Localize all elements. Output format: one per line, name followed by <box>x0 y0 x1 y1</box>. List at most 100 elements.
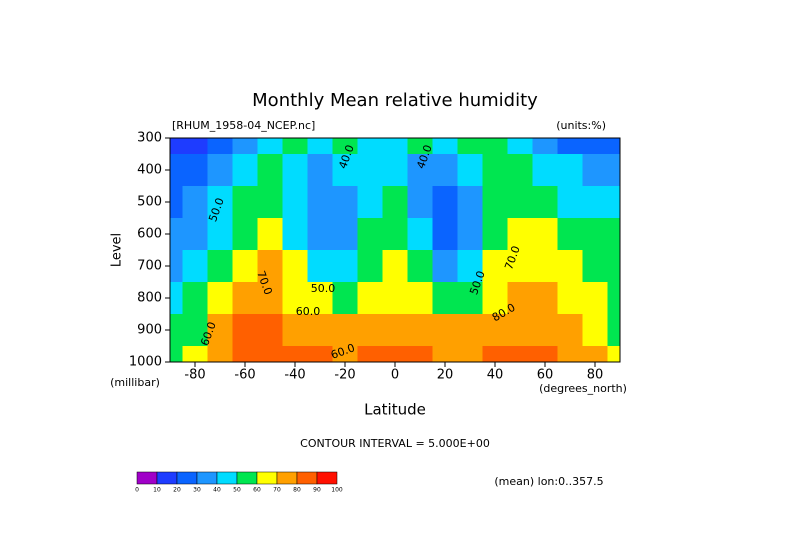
contour-cell <box>207 250 233 283</box>
contour-cell <box>582 186 608 219</box>
colorbar-box <box>276 471 298 485</box>
contour-cell <box>457 250 483 283</box>
contour-cell <box>170 218 183 251</box>
contour-cell <box>532 282 558 315</box>
y-tick-label: 700 <box>137 259 162 274</box>
contour-cell <box>382 154 408 187</box>
contour-cell <box>557 282 583 315</box>
contour-cell <box>282 250 308 283</box>
contour-cell <box>607 218 621 251</box>
contour-cell <box>557 218 583 251</box>
contour-cell <box>332 154 358 187</box>
contour-cell <box>407 138 433 155</box>
contour-cell <box>457 218 483 251</box>
contour-cell <box>607 138 621 155</box>
contour-cell <box>582 154 608 187</box>
contour-cell <box>282 346 308 363</box>
contour-cell <box>282 138 308 155</box>
y-units: (millibar) <box>110 376 160 389</box>
contour-label: 60.0 <box>296 305 321 318</box>
contour-cell <box>282 314 308 347</box>
contour-cell <box>357 138 383 155</box>
contour-cell <box>357 282 383 315</box>
colorbar-label: 70 <box>273 487 281 494</box>
x-tick-label: 20 <box>437 368 454 383</box>
contour-cell <box>407 314 433 347</box>
contour-cell <box>582 346 608 363</box>
contour-cell <box>507 346 533 363</box>
contour-cell <box>582 250 608 283</box>
contour-cell <box>182 186 208 219</box>
contour-cell <box>207 282 233 315</box>
contour-cell <box>357 186 383 219</box>
contour-cell <box>307 314 333 347</box>
contour-cell <box>182 154 208 187</box>
x-axis-label: Latitude <box>364 401 426 419</box>
mean-label: (mean) lon:0..357.5 <box>494 475 603 488</box>
contour-cell <box>232 218 258 251</box>
contour-cell <box>182 250 208 283</box>
x-tick-label: -40 <box>284 368 305 383</box>
colorbar-label: 20 <box>173 487 181 494</box>
contour-cell <box>307 346 333 363</box>
contour-cell <box>557 154 583 187</box>
y-tick-label: 1000 <box>129 355 162 370</box>
contour-cell <box>182 346 208 363</box>
contour-cell <box>282 218 308 251</box>
colorbar-box <box>236 471 258 485</box>
contour-cell <box>232 138 258 155</box>
x-units: (degrees_north) <box>539 382 627 395</box>
colorbar-label: 60 <box>253 487 261 494</box>
contour-cell <box>332 282 358 315</box>
contour-cell <box>557 346 583 363</box>
contour-cell <box>532 346 558 363</box>
contour-cell <box>170 346 183 363</box>
contour-cell <box>582 282 608 315</box>
contour-cell <box>482 186 508 219</box>
contour-cell <box>307 154 333 187</box>
x-tick-label: -60 <box>234 368 255 383</box>
contour-cell <box>232 186 258 219</box>
contour-cell <box>332 218 358 251</box>
contour-cell <box>382 218 408 251</box>
y-tick-label: 400 <box>137 163 162 178</box>
contour-cell <box>257 218 283 251</box>
contour-cell <box>332 346 358 363</box>
x-tick-label: -80 <box>184 368 205 383</box>
contour-cell <box>307 282 333 315</box>
contour-cell <box>482 154 508 187</box>
contour-cell <box>257 138 283 155</box>
contour-cell <box>432 346 458 363</box>
contour-cell <box>432 138 458 155</box>
colorbar-box <box>216 471 238 485</box>
contour-cell <box>607 186 621 219</box>
contour-cell <box>482 138 508 155</box>
x-tick-label: 80 <box>587 368 604 383</box>
contour-cell <box>457 282 483 315</box>
x-tick-label: 40 <box>487 368 504 383</box>
contour-cell <box>382 282 408 315</box>
units-label: (units:%) <box>556 119 606 132</box>
y-tick-label: 600 <box>137 227 162 242</box>
contour-cell <box>182 282 208 315</box>
contour-cell <box>432 250 458 283</box>
contour-cell <box>170 314 183 347</box>
contour-cell <box>307 186 333 219</box>
contour-cell <box>382 138 408 155</box>
contour-cell <box>257 250 283 283</box>
contour-cell <box>357 346 383 363</box>
contour-cell <box>332 250 358 283</box>
contour-cell <box>482 218 508 251</box>
contour-cell <box>457 314 483 347</box>
contour-cell <box>170 186 183 219</box>
x-tick-label: -20 <box>334 368 355 383</box>
contour-cell <box>357 250 383 283</box>
contour-cell <box>257 282 283 315</box>
contour-cell <box>170 138 183 155</box>
contour-cell <box>307 218 333 251</box>
contour-cell <box>507 282 533 315</box>
contour-cell <box>457 154 483 187</box>
colorbar-box <box>256 471 278 485</box>
colorbar-box <box>156 471 178 485</box>
